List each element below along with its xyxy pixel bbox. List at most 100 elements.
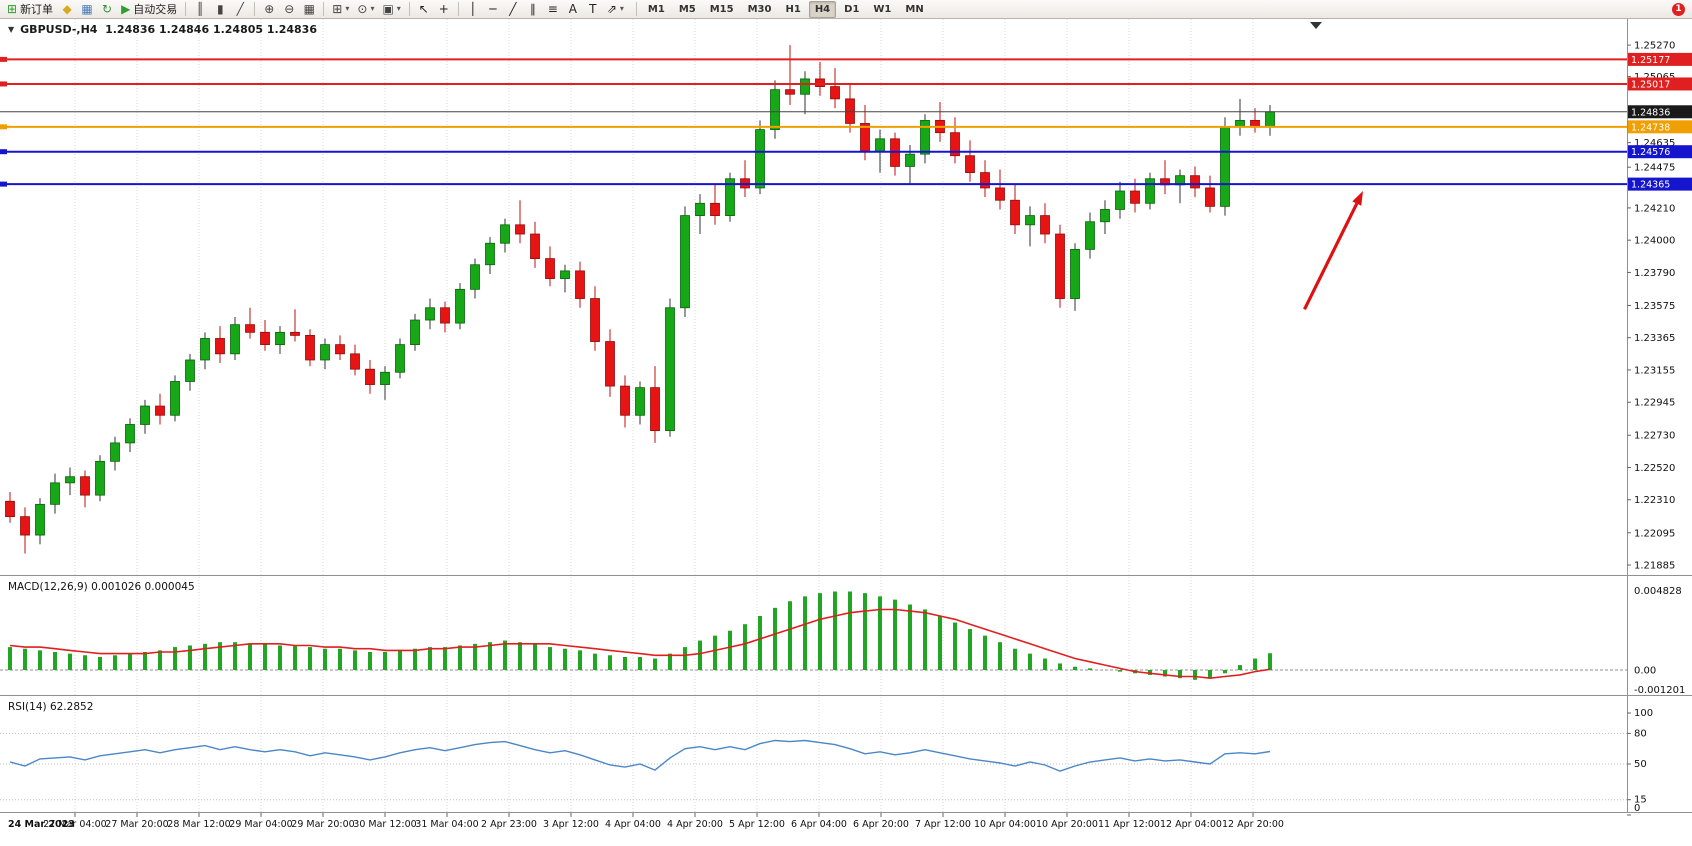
autotrading-button[interactable]: ▶ 自动交易: [117, 1, 181, 18]
price-axis-label: 1.23790: [1634, 268, 1675, 279]
rsi-scale-label: 0: [1634, 803, 1640, 814]
channel-icon[interactable]: ∥: [523, 1, 543, 18]
hline-handle[interactable]: [0, 124, 7, 130]
tile-windows-icon[interactable]: ▦: [299, 1, 319, 18]
autotrading-button-label: 自动交易: [133, 3, 178, 16]
chart-canvas[interactable]: ▼ GBPUSD-,H4 1.24836 1.24846 1.24805 1.2…: [0, 19, 1692, 846]
bear-candle: [620, 385, 630, 416]
macd-scale-min: -0.001201: [1634, 685, 1685, 696]
trendline-icon[interactable]: ╱: [503, 1, 523, 18]
bear-candle: [830, 86, 840, 100]
macd-pane[interactable]: MACD(12,26,9) 0.001026 0.000045 0.004828 0…: [0, 581, 1685, 696]
time-axis-label: 7 Apr 12:00: [915, 819, 971, 830]
new-order-button[interactable]: ⊞ 新订单: [3, 1, 57, 18]
chart-shift-marker[interactable]: [1310, 22, 1322, 29]
period-selector-icon-caret: ▾: [370, 4, 375, 13]
bull-candle: [170, 381, 180, 416]
period-selector-icon[interactable]: ⊙ ▾: [353, 1, 378, 18]
price-axis[interactable]: 1.252701.250651.246351.244751.242101.240…: [1627, 41, 1692, 572]
vertical-line-icon[interactable]: │: [463, 1, 483, 18]
market-watch-icon[interactable]: ▦: [77, 1, 97, 18]
time-axis-label: 3 Apr 12:00: [543, 819, 599, 830]
bear-candle: [1250, 119, 1260, 127]
price-axis-label: 1.24475: [1634, 163, 1675, 174]
timeframe-button-h4[interactable]: H4: [808, 0, 837, 18]
metaeditor-icon-glyph: ◆: [62, 2, 72, 16]
channel-icon-glyph: ∥: [529, 2, 536, 16]
timeframe-button-mn[interactable]: MN: [905, 3, 924, 15]
bull-candle: [500, 224, 510, 244]
time-axis-label: 10 Apr 20:00: [1036, 819, 1098, 830]
zoom-in-icon[interactable]: ⊕: [259, 1, 279, 18]
arrow-tools-icon[interactable]: ⇗ ▾: [603, 1, 628, 18]
timeframe-button-h1[interactable]: H1: [785, 3, 801, 15]
bear-candle: [575, 270, 585, 299]
bear-candle: [545, 258, 555, 279]
hline-handle[interactable]: [0, 81, 7, 87]
hline-handle[interactable]: [0, 181, 7, 187]
timeframe-button-m5[interactable]: M5: [678, 3, 696, 15]
rsi-pane[interactable]: RSI(14) 62.2852 100 80 50 150: [0, 701, 1653, 816]
hline-handle[interactable]: [0, 149, 7, 155]
metaeditor-icon[interactable]: ◆: [57, 1, 77, 18]
timeframe-button-m30[interactable]: M30: [747, 3, 772, 15]
bear-candle: [1055, 233, 1065, 299]
bear-candle: [245, 324, 255, 333]
zoom-out-icon[interactable]: ⊖: [279, 1, 299, 18]
rsi-scale-label: 15: [1634, 795, 1647, 806]
bear-candle: [350, 353, 360, 370]
bull-candle: [380, 371, 390, 385]
bull-candle: [1025, 215, 1035, 226]
text-label-icon[interactable]: T: [583, 1, 603, 18]
bull-candle: [1220, 126, 1230, 207]
bull-candle: [125, 424, 135, 444]
bar-chart-icon[interactable]: ║: [190, 1, 210, 18]
bull-candle: [455, 288, 465, 324]
toolbar-groups: ⊞ 新订单 ◆ ▦ ↻ ▶ 自动交易 ║ ▮ ╱ ⊕ ⊖ ▦ ⊞ ▾ ⊙ ▾ ▣ ▾ ↖ + │ ─ ╱ ∥ ≡ A T ⇗ ▾: [3, 1, 628, 18]
macd-signal-line: [9, 608, 1271, 680]
chart-svg[interactable]: 1.252701.250651.246351.244751.242101.240…: [0, 19, 1692, 846]
bear-candle: [1190, 175, 1200, 189]
price-tag-label: 1.25017: [1631, 79, 1670, 90]
toolbar-separator: [457, 2, 459, 16]
bear-candle: [980, 172, 990, 189]
price-axis-label: 1.24635: [1634, 138, 1675, 149]
time-axis-label: 12 Apr 20:00: [1222, 819, 1284, 830]
cursor-icon[interactable]: ↖: [414, 1, 434, 18]
bear-candle: [590, 298, 600, 342]
hline-handle[interactable]: [0, 56, 7, 62]
bull-candle: [560, 270, 570, 279]
bull-candle: [50, 482, 60, 505]
hlines-group[interactable]: [0, 56, 1627, 187]
trendline-icon-glyph: ╱: [509, 2, 517, 16]
timeframe-button-d1[interactable]: D1: [844, 3, 860, 15]
timeframe-button-m15[interactable]: M15: [709, 3, 734, 15]
horizontal-line-icon[interactable]: ─: [483, 1, 503, 18]
timeframe-button-m1[interactable]: M1: [647, 3, 665, 15]
toolbar-separator: [323, 2, 325, 16]
fibonacci-icon[interactable]: ≡: [543, 1, 563, 18]
cursor-icon-glyph: ↖: [418, 2, 429, 16]
time-axis-label: 12 Apr 04:00: [1160, 819, 1222, 830]
price-axis-label: 1.23365: [1634, 333, 1675, 344]
timeframe-button-w1[interactable]: W1: [873, 3, 892, 15]
bull-candle: [395, 344, 405, 373]
template-icon[interactable]: ▣ ▾: [378, 1, 404, 18]
toolbar-separator: [185, 2, 187, 16]
toolbar-separator: [408, 2, 410, 16]
line-chart-icon[interactable]: ╱: [230, 1, 250, 18]
price-axis-label: 1.23155: [1634, 365, 1675, 376]
notification-badge[interactable]: 1: [1672, 2, 1685, 16]
text-icon[interactable]: A: [563, 1, 583, 18]
price-tag: [1628, 145, 1692, 159]
refresh-icon[interactable]: ↻: [97, 1, 117, 18]
new-chart-icon[interactable]: ⊞ ▾: [328, 1, 353, 18]
time-axis-label: 5 Apr 12:00: [729, 819, 785, 830]
crosshair-icon[interactable]: +: [434, 1, 454, 18]
price-tag: [1628, 177, 1692, 191]
trend-arrow[interactable]: [1303, 191, 1364, 310]
one-click-trading-toggle[interactable]: ▼: [8, 25, 15, 34]
candlestick-chart-icon[interactable]: ▮: [210, 1, 230, 18]
